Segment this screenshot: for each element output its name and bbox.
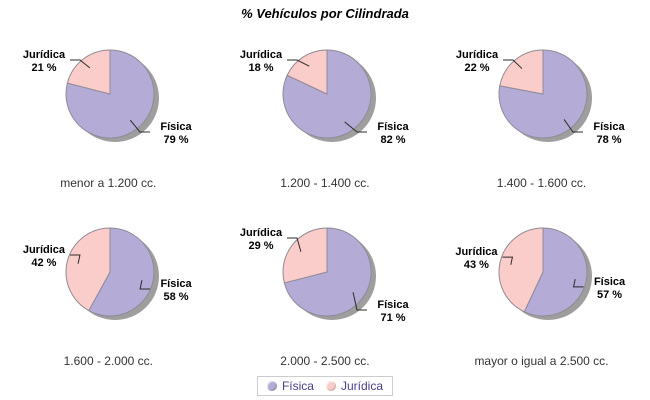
legend-swatch-fisica (266, 381, 277, 391)
legend-label: Jurídica (340, 379, 384, 393)
legend-item-juridica: Jurídica (325, 379, 384, 393)
svg-text:Jurídica: Jurídica (456, 49, 499, 61)
pie-cell: Física 71 % Jurídica 29 % 2.000 - 2.500 cc. (217, 214, 434, 392)
svg-text:71 %: 71 % (380, 312, 405, 324)
svg-text:42 %: 42 % (31, 257, 56, 269)
svg-text:58 %: 58 % (164, 291, 189, 303)
legend-label: Física (281, 379, 314, 393)
pie-caption: 1.600 - 2.000 cc. (63, 354, 153, 368)
svg-text:79 %: 79 % (163, 134, 188, 146)
pie-cell: Física 79 % Jurídica 21 % menor a 1.200 cc. (0, 36, 217, 214)
legend-item-fisica: Física (266, 379, 314, 393)
svg-text:Física: Física (594, 121, 626, 133)
pie-caption: menor a 1.200 cc. (60, 176, 157, 190)
pie-cell: Física 82 % Jurídica 18 % 1.200 - 1.400 cc. (217, 36, 434, 214)
pie-grid: Física 79 % Jurídica 21 % menor a 1.200 cc.… (0, 36, 650, 392)
svg-text:Jurídica: Jurídica (23, 244, 66, 256)
svg-text:78 %: 78 % (597, 134, 622, 146)
pie-caption: mayor o igual a 2.500 cc. (474, 354, 609, 368)
svg-text:Jurídica: Jurídica (23, 49, 66, 61)
pie-caption: 1.200 - 1.400 cc. (280, 176, 370, 190)
svg-text:29 %: 29 % (248, 240, 273, 252)
legend: Física Jurídica (256, 376, 394, 396)
svg-text:21 %: 21 % (31, 62, 56, 74)
pie-cell: Física 78 % Jurídica 22 % 1.400 - 1.600 cc. (433, 36, 650, 214)
svg-text:Física: Física (160, 121, 192, 133)
svg-text:Física: Física (377, 121, 409, 133)
svg-text:82 %: 82 % (380, 134, 405, 146)
pie-caption: 1.400 - 1.600 cc. (496, 176, 587, 190)
svg-text:Física: Física (594, 276, 626, 288)
svg-text:Física: Física (377, 299, 409, 311)
svg-text:Jurídica: Jurídica (240, 227, 283, 239)
svg-text:57 %: 57 % (597, 289, 622, 301)
svg-text:Jurídica: Jurídica (240, 49, 283, 61)
pie-cell: Física 58 % Jurídica 42 % 1.600 - 2.000 cc. (0, 214, 217, 392)
pie-caption: 2.000 - 2.500 cc. (280, 354, 370, 368)
svg-text:Física: Física (160, 278, 192, 290)
chart-title: % Vehículos por Cilindrada (241, 6, 409, 21)
legend-swatch-juridica (325, 381, 336, 391)
svg-text:Jurídica: Jurídica (456, 246, 499, 258)
svg-text:22 %: 22 % (465, 62, 490, 74)
svg-text:43 %: 43 % (464, 259, 489, 271)
svg-text:18 %: 18 % (248, 62, 273, 74)
pie-cell: Física 57 % Jurídica 43 % mayor o igual a 2… (433, 214, 650, 392)
